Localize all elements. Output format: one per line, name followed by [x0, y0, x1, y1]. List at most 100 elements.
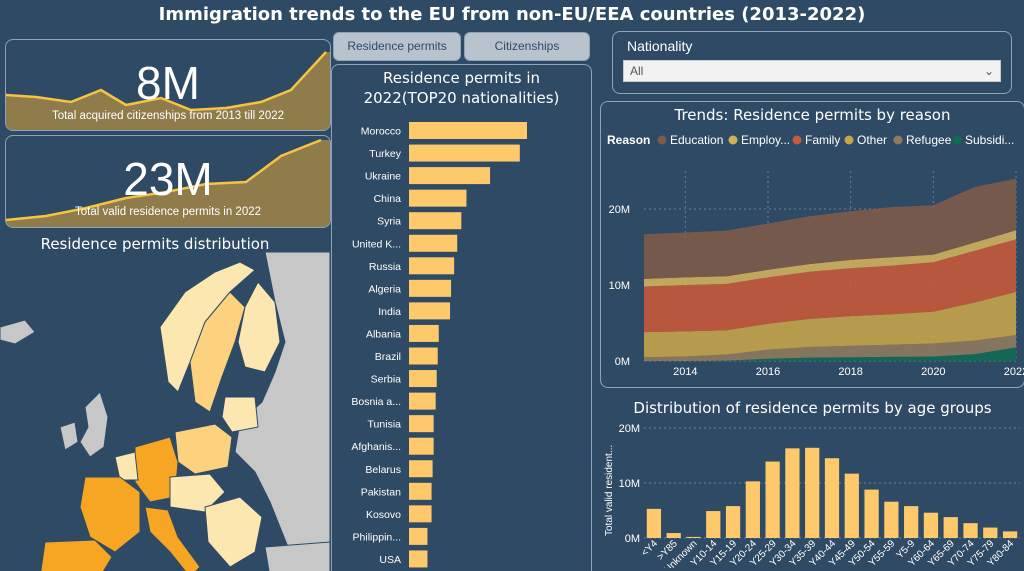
chevron-down-icon: ⌄: [983, 64, 994, 78]
nationality-filter-card: [612, 31, 1012, 94]
x-tick-label: 2022: [1004, 366, 1024, 378]
age-bar[interactable]: [765, 461, 780, 538]
top20-category-label: Morocco: [361, 126, 401, 138]
top20-category-label: Algeria: [368, 283, 401, 295]
legend-item[interactable]: Subsidi...: [965, 133, 1014, 147]
tab-residence-permits[interactable]: Residence permits: [333, 32, 461, 61]
top20-category-label: Philippin...: [353, 531, 401, 543]
legend-swatch: [792, 135, 802, 145]
trends-area-chart[interactable]: Reason Education Employ... Family Other Refug…: [600, 125, 1024, 385]
legend-item[interactable]: Refugee: [906, 133, 952, 147]
area-series[interactable]: [644, 291, 1016, 358]
age-bar[interactable]: [864, 489, 879, 538]
top20-bar[interactable]: [409, 392, 436, 410]
age-bar[interactable]: [706, 511, 721, 538]
map-region-uk: [79, 391, 109, 458]
age-bar[interactable]: [844, 473, 859, 538]
top20-bar[interactable]: [409, 279, 452, 297]
age-bar[interactable]: [805, 447, 820, 538]
top20-bar[interactable]: [409, 550, 428, 568]
legend-item[interactable]: Employ...: [741, 133, 790, 147]
top20-category-label: Belarus: [365, 464, 401, 476]
europe-map[interactable]: [0, 252, 330, 571]
top20-bar[interactable]: [409, 234, 458, 252]
area-series[interactable]: [644, 178, 1016, 279]
age-bar[interactable]: [884, 501, 899, 538]
x-tick-label: 2018: [838, 366, 862, 378]
age-bar[interactable]: [904, 506, 919, 538]
age-bar[interactable]: [1002, 531, 1018, 538]
top20-category-label: Tunisia: [368, 419, 402, 431]
top20-category-label: Serbia: [371, 374, 402, 386]
dashboard-title: Immigration trends to the EU from non-EU…: [158, 4, 866, 25]
top20-category-label: USA: [379, 554, 401, 566]
map-region-finland: [237, 281, 281, 373]
top20-bar[interactable]: [409, 370, 437, 388]
age-bar[interactable]: [725, 506, 741, 538]
legend-item[interactable]: Family: [805, 133, 840, 147]
x-tick-label: 2014: [673, 366, 697, 378]
x-tick-label: 2020: [921, 366, 945, 378]
top20-category-label: Russia: [369, 261, 401, 273]
top20-bar[interactable]: [409, 324, 439, 342]
area-series[interactable]: [644, 347, 1016, 361]
top20-category-label: Albania: [366, 328, 401, 340]
age-bar[interactable]: [686, 536, 701, 538]
legend-swatch: [657, 135, 667, 145]
top20-bar[interactable]: [409, 144, 520, 162]
top20-bar[interactable]: [409, 347, 438, 365]
kpi-card-residence-permits[interactable]: 23M Total valid residence permits in 202…: [5, 135, 331, 228]
map-region-benelux: [114, 451, 139, 481]
kpi-label-residence-permits: Total valid residence permits in 2022: [74, 206, 262, 218]
map-region-sweden: [189, 291, 246, 413]
top20-bar[interactable]: [409, 482, 432, 500]
age-bar[interactable]: [646, 508, 662, 538]
top20-bar[interactable]: [409, 257, 455, 275]
top20-bar[interactable]: [409, 505, 432, 523]
top20-chart-title: Residence permits in 2022(TOP20 national…: [363, 69, 560, 107]
legend-item[interactable]: Other: [857, 133, 887, 147]
age-bar[interactable]: [923, 512, 939, 538]
age-bar[interactable]: [824, 458, 840, 538]
top20-bar[interactable]: [409, 122, 527, 139]
kpi-card-citizenships[interactable]: 8M Total acquired citizenships from 2013…: [5, 39, 331, 131]
top20-bar[interactable]: [409, 167, 491, 185]
y-tick-label: 10M: [619, 478, 640, 490]
top20-bar[interactable]: [409, 460, 433, 478]
area-series[interactable]: [644, 335, 1016, 361]
legend-title: Reason: [607, 133, 650, 147]
area-series[interactable]: [644, 239, 1016, 333]
top20-category-label: China: [374, 193, 402, 205]
map-region-baltics: [221, 396, 259, 433]
map-region-ireland: [59, 421, 79, 451]
top20-bar-chart[interactable]: Morocco Turkey Ukraine China Syria United K..…: [331, 120, 592, 570]
top20-category-label: Bosnia a...: [351, 396, 401, 408]
age-bar[interactable]: [666, 533, 681, 538]
top20-bar[interactable]: [409, 189, 467, 207]
map-region-iceland: [0, 319, 36, 345]
age-bar[interactable]: [943, 517, 958, 538]
legend-item[interactable]: Education: [670, 133, 723, 147]
top20-bar[interactable]: [409, 212, 462, 230]
top20-category-label: India: [378, 306, 401, 318]
age-bar[interactable]: [785, 448, 800, 538]
map-title: Residence permits distribution: [40, 235, 270, 253]
age-bar[interactable]: [963, 523, 978, 538]
nationality-dropdown[interactable]: All ⌄: [623, 60, 1001, 82]
legend-swatch: [952, 135, 962, 145]
kpi-sparkline-citizenships: [6, 51, 330, 130]
tab-citizenships[interactable]: Citizenships: [464, 32, 590, 61]
age-bar[interactable]: [983, 527, 998, 538]
kpi-value-residence-permits: 23M: [123, 153, 213, 205]
map-region-turkey: [264, 541, 330, 571]
top20-bar[interactable]: [409, 527, 428, 545]
trends-chart-card: [600, 101, 1024, 388]
age-bar[interactable]: [745, 481, 760, 538]
map-region-east: [234, 252, 330, 571]
kpi-sparkline-residence-permits: [6, 138, 330, 227]
top20-bar[interactable]: [409, 415, 434, 433]
top20-bar[interactable]: [409, 437, 434, 455]
area-series[interactable]: [644, 230, 1016, 287]
top20-bar[interactable]: [409, 302, 451, 320]
